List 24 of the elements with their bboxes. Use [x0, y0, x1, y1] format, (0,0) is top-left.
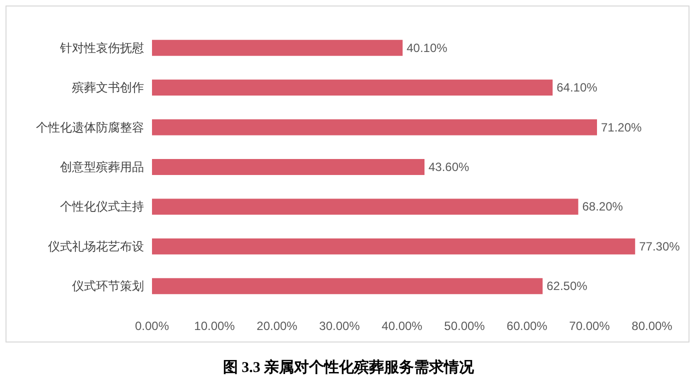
data-label: 68.20% [582, 200, 624, 214]
y-tick-label: 殡葬文书创作 [72, 80, 144, 95]
y-tick-label: 个性化遗体防腐整容 [36, 120, 144, 134]
x-tick-label: 80.00% [632, 319, 673, 333]
data-label: 43.60% [428, 160, 470, 174]
y-tick-label: 仪式环节策划 [72, 279, 144, 294]
x-tick-label: 10.00% [194, 319, 236, 333]
data-label: 62.50% [546, 279, 588, 294]
text: 图 3.3 亲属对个性化殡葬服务需求情况 [222, 358, 476, 376]
y-tick-label: 创意型殡葬用品 [60, 160, 144, 174]
x-tick-label: 60.00% [506, 319, 548, 333]
y-tick-label: 个性化仪式主持 [60, 200, 144, 214]
x-tick-label: 50.00% [444, 319, 486, 333]
data-label: 77.30% [639, 239, 680, 254]
data-label: 71.20% [601, 120, 642, 134]
data-label: 40.10% [406, 40, 448, 55]
x-tick-label: 70.00% [569, 319, 610, 333]
y-tick-label: 仪式礼场花艺布设 [48, 239, 144, 254]
x-tick-label: 0.00% [134, 319, 170, 333]
x-tick-label: 20.00% [256, 319, 298, 333]
x-tick-label: 30.00% [319, 319, 360, 333]
x-tick-label: 40.00% [382, 319, 423, 333]
y-tick-label: 针对性哀伤抚慰 [59, 40, 144, 55]
data-label: 64.10% [556, 80, 598, 95]
